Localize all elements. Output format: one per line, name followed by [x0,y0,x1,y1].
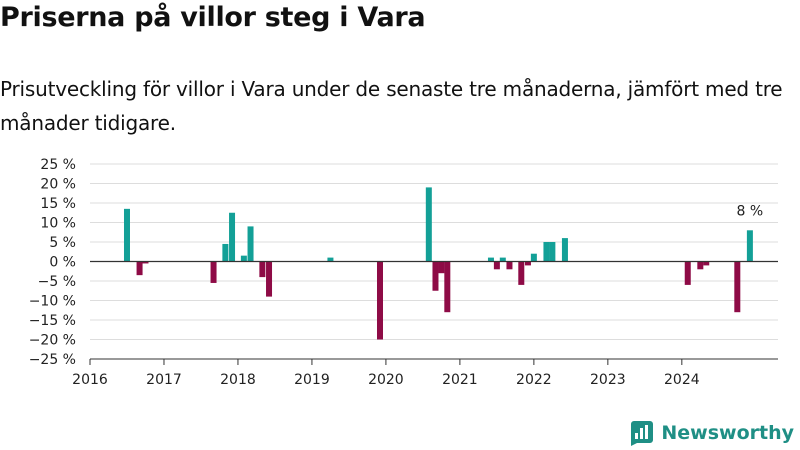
bar-chart: 25 % 20 % 15 % 10 % 5 % 0 % −5 % −10 % −15 % −20 … [29,157,778,388]
y-tick-label: −20 % [29,333,76,349]
bar [734,261,741,313]
bar [487,257,494,262]
y-tick-label: 5 % [49,235,76,251]
bar [438,261,445,274]
bar [697,261,704,270]
y-tick-label: 15 % [40,196,76,212]
bar [703,261,710,266]
y-tick-label: 25 % [40,157,76,173]
x-tick-label: 2021 [442,372,478,388]
bar [506,261,513,270]
y-tick-label: −5 % [38,274,76,290]
bar [561,238,568,262]
bar [247,226,254,262]
chart-subtitle: Prisutveckling för villor i Vara under d… [0,77,783,135]
x-tick-label: 2022 [516,372,552,388]
bar [240,255,247,262]
bar [327,257,334,262]
bar [549,242,556,262]
bar [524,261,531,266]
brand-name: Newsworthy [661,422,794,444]
bar [432,261,439,291]
bar [142,261,149,264]
bar [222,243,229,262]
y-tick-label: 10 % [40,216,76,232]
x-tick-label: 2024 [664,372,700,388]
y-tick-label: −25 % [29,352,76,368]
x-tick-label: 2018 [220,372,256,388]
x-tick-label: 2017 [146,372,182,388]
x-tick-label: 2016 [72,372,108,388]
newsworthy-logo-icon [631,421,654,446]
bar [746,230,753,262]
bar [136,261,143,276]
bar [444,261,451,313]
x-tick-label: 2020 [368,372,404,388]
bar [123,208,130,262]
bar [543,242,550,262]
bar [210,261,217,283]
bar [499,257,506,262]
x-tick-label: 2023 [590,372,626,388]
y-tick-label: 0 % [49,255,76,271]
y-tick-label: −15 % [29,313,76,329]
y-tick-label: 20 % [40,177,76,193]
data-label: 8 % [737,203,764,219]
bar [259,261,266,278]
bar [229,212,236,262]
bar [425,187,432,262]
bar [376,261,383,340]
bar [530,253,537,262]
y-tick-label: −10 % [29,294,76,310]
bar [493,261,500,270]
x-tick-label: 2019 [294,372,330,388]
bar [684,261,691,285]
bar [266,261,273,297]
brand-logo[interactable]: Newsworthy [629,420,794,446]
chart-title: Priserna på villor steg i Vara [0,2,426,33]
bar [518,261,525,285]
